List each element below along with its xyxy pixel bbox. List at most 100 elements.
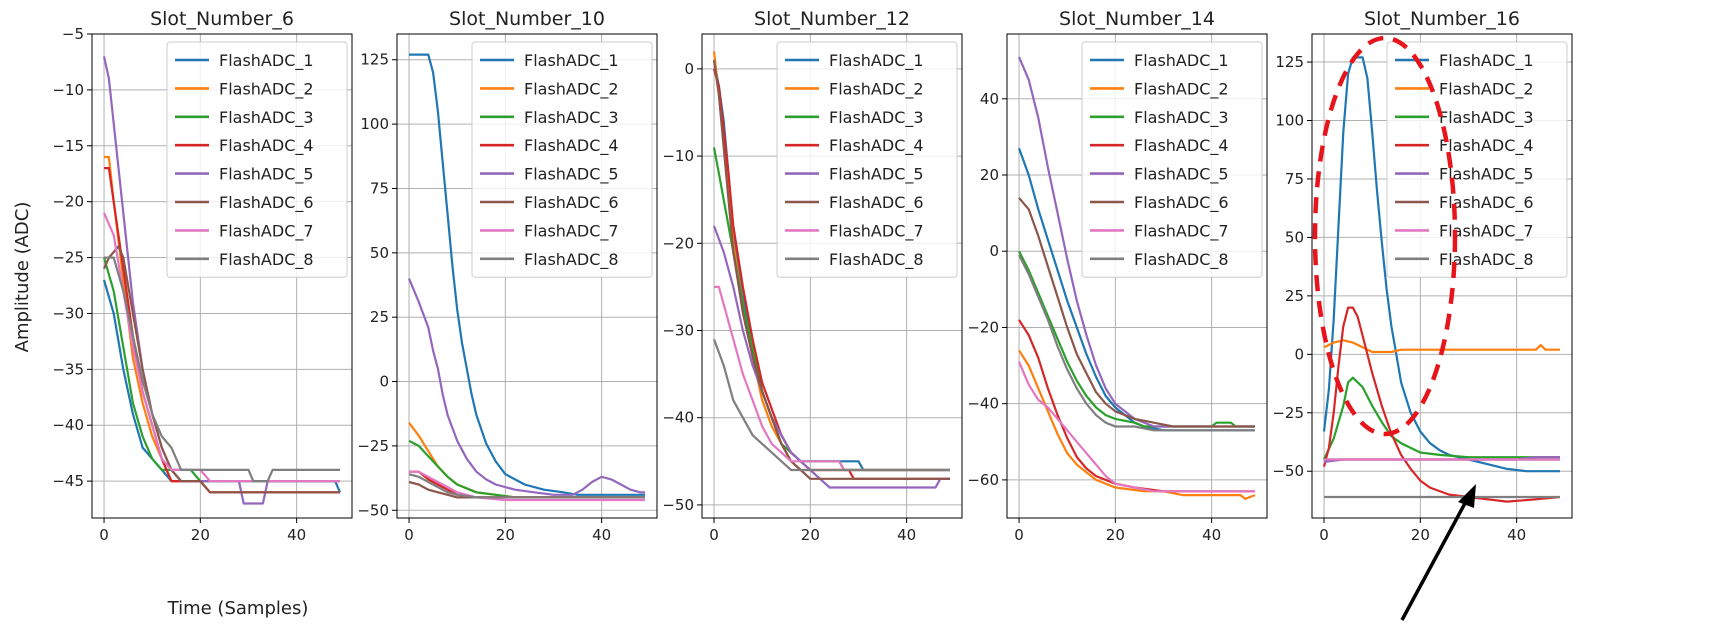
x-tick-label: 20: [1106, 526, 1125, 544]
legend-box: [776, 41, 958, 278]
series-line-FlashADC_5: [712, 225, 950, 489]
legend-label: FlashADC_2: [829, 79, 924, 99]
x-tick-label: 0: [404, 526, 414, 544]
series-group: [407, 53, 645, 502]
series-line-FlashADC_8: [1018, 254, 1255, 432]
legend-label: FlashADC_1: [219, 51, 314, 71]
series-line-FlashADC_8: [104, 256, 340, 483]
y-tick-label: −35: [52, 360, 84, 378]
legend-label: FlashADC_5: [1134, 165, 1229, 185]
series-line-FlashADC_5: [407, 278, 645, 496]
subplot-title: Slot_Number_16: [1364, 8, 1520, 30]
subplot-title: Slot_Number_12: [754, 8, 910, 30]
legend-box: [1386, 41, 1568, 278]
legend-label: FlashADC_8: [1439, 250, 1534, 270]
y-tick-label: 50: [370, 244, 389, 262]
x-tick-label: 0: [1014, 526, 1024, 544]
legend-label: FlashADC_8: [829, 250, 924, 270]
figure-ylabel: Amplitude (ADC): [12, 202, 33, 353]
legend-label: FlashADC_7: [524, 221, 619, 241]
legend-label: FlashADC_7: [1134, 221, 1229, 241]
legend-label: FlashADC_8: [524, 250, 619, 270]
y-tick-label: −20: [967, 318, 999, 336]
legend-label: FlashADC_1: [1134, 51, 1229, 71]
y-tick-label: 125: [1275, 53, 1304, 71]
legend-label: FlashADC_5: [219, 165, 314, 185]
y-tick-label: −25: [1272, 404, 1304, 422]
x-tick-label: 20: [496, 526, 515, 544]
series-line-FlashADC_6: [712, 60, 950, 480]
legend-label: FlashADC_4: [219, 136, 314, 156]
x-tick-label: 40: [897, 526, 916, 544]
y-tick-label: 100: [1275, 112, 1304, 130]
series-line-FlashADC_7: [102, 212, 340, 483]
axes-frame: [91, 33, 353, 519]
series-line-FlashADC_8: [408, 473, 645, 499]
y-tick-label: −25: [52, 249, 84, 267]
series-line-FlashADC_3: [408, 439, 645, 499]
y-tick-label: −5: [62, 25, 84, 43]
series-line-FlashADC_2: [1018, 349, 1256, 500]
figure-xlabel: Time (Samples): [167, 598, 309, 619]
subplot-5: 0 20 40 125 100 75 50 25 0 −25 −50 Slot_Number_16 Fl…: [1272, 8, 1573, 544]
legend-label: FlashADC_6: [1134, 193, 1229, 213]
legend-label: FlashADC_1: [524, 51, 619, 71]
y-tick-label: −50: [1272, 462, 1304, 480]
legend-label: FlashADC_7: [1439, 221, 1534, 241]
series-line-FlashADC_7: [714, 285, 950, 472]
legend-label: FlashADC_2: [1134, 79, 1229, 99]
series-line-FlashADC_4: [1018, 319, 1255, 493]
series-line-FlashADC_3: [102, 257, 340, 483]
annotation-layer: [1312, 35, 1476, 621]
y-tick-label: −15: [52, 137, 84, 155]
series-line-FlashADC_2: [1323, 339, 1560, 354]
axes-frame: [396, 33, 658, 519]
y-tick-label: −10: [662, 147, 694, 165]
legend-label: FlashADC_2: [524, 79, 619, 99]
y-tick-label: 50: [1285, 228, 1304, 246]
y-tick-label: −30: [662, 322, 694, 340]
axes-frame: [701, 33, 963, 519]
subplot-1: 0 20 40 −5 −10 −15 −20 −25 −30 −35 −40 −45 Slot_Numb…: [52, 8, 353, 544]
subplot-2: 0 20 40 125 100 75 50 25 0 −25 −50 Slot_Number_10 Fl…: [357, 8, 658, 544]
subplot-4: 0 20 40 40 20 0 −20 −40 −60 Slot_Number_14 FlashAD…: [967, 8, 1268, 544]
legend-label: FlashADC_1: [829, 51, 924, 71]
y-tick-label: −40: [662, 409, 694, 427]
series-line-FlashADC_3: [1323, 376, 1560, 460]
series-group: [1322, 56, 1561, 503]
legend-label: FlashADC_3: [829, 108, 924, 128]
legend-label: FlashADC_8: [1134, 250, 1229, 270]
legend-label: FlashADC_4: [524, 136, 619, 156]
y-tick-label: 25: [1285, 287, 1304, 305]
legend-label: FlashADC_7: [829, 221, 924, 241]
axes-frame: [1311, 33, 1573, 519]
subplot-title: Slot_Number_14: [1059, 8, 1215, 30]
y-tick-label: −40: [967, 395, 999, 413]
legend-label: FlashADC_2: [1439, 79, 1534, 99]
legend-label: FlashADC_4: [1134, 136, 1229, 156]
annotation-ellipse: [1312, 35, 1458, 437]
y-tick-label: −30: [52, 304, 84, 322]
annotation-arrow-shaft: [1400, 493, 1472, 621]
legend-box: [1081, 41, 1263, 278]
legend-label: FlashADC_5: [829, 165, 924, 185]
series-group: [1017, 56, 1256, 500]
series-line-FlashADC_5: [1017, 56, 1255, 428]
series-line-FlashADC_7: [1017, 361, 1255, 493]
series-line-FlashADC_3: [1018, 250, 1255, 428]
legend-label: FlashADC_4: [1439, 136, 1534, 156]
legend-label: FlashADC_1: [1439, 51, 1534, 71]
x-tick-label: 0: [709, 526, 719, 544]
y-tick-label: 25: [370, 308, 389, 326]
y-tick-label: −20: [52, 193, 84, 211]
x-tick-label: 20: [191, 526, 210, 544]
y-tick-label: 0: [379, 373, 389, 391]
annotation-arrow-head: [1458, 484, 1476, 508]
y-tick-label: 75: [1285, 170, 1304, 188]
x-tick-label: 40: [1202, 526, 1221, 544]
legend-label: FlashADC_6: [829, 193, 924, 213]
x-tick-label: 0: [99, 526, 109, 544]
series-line-FlashADC_6: [1018, 197, 1255, 428]
y-tick-label: −60: [967, 471, 999, 489]
